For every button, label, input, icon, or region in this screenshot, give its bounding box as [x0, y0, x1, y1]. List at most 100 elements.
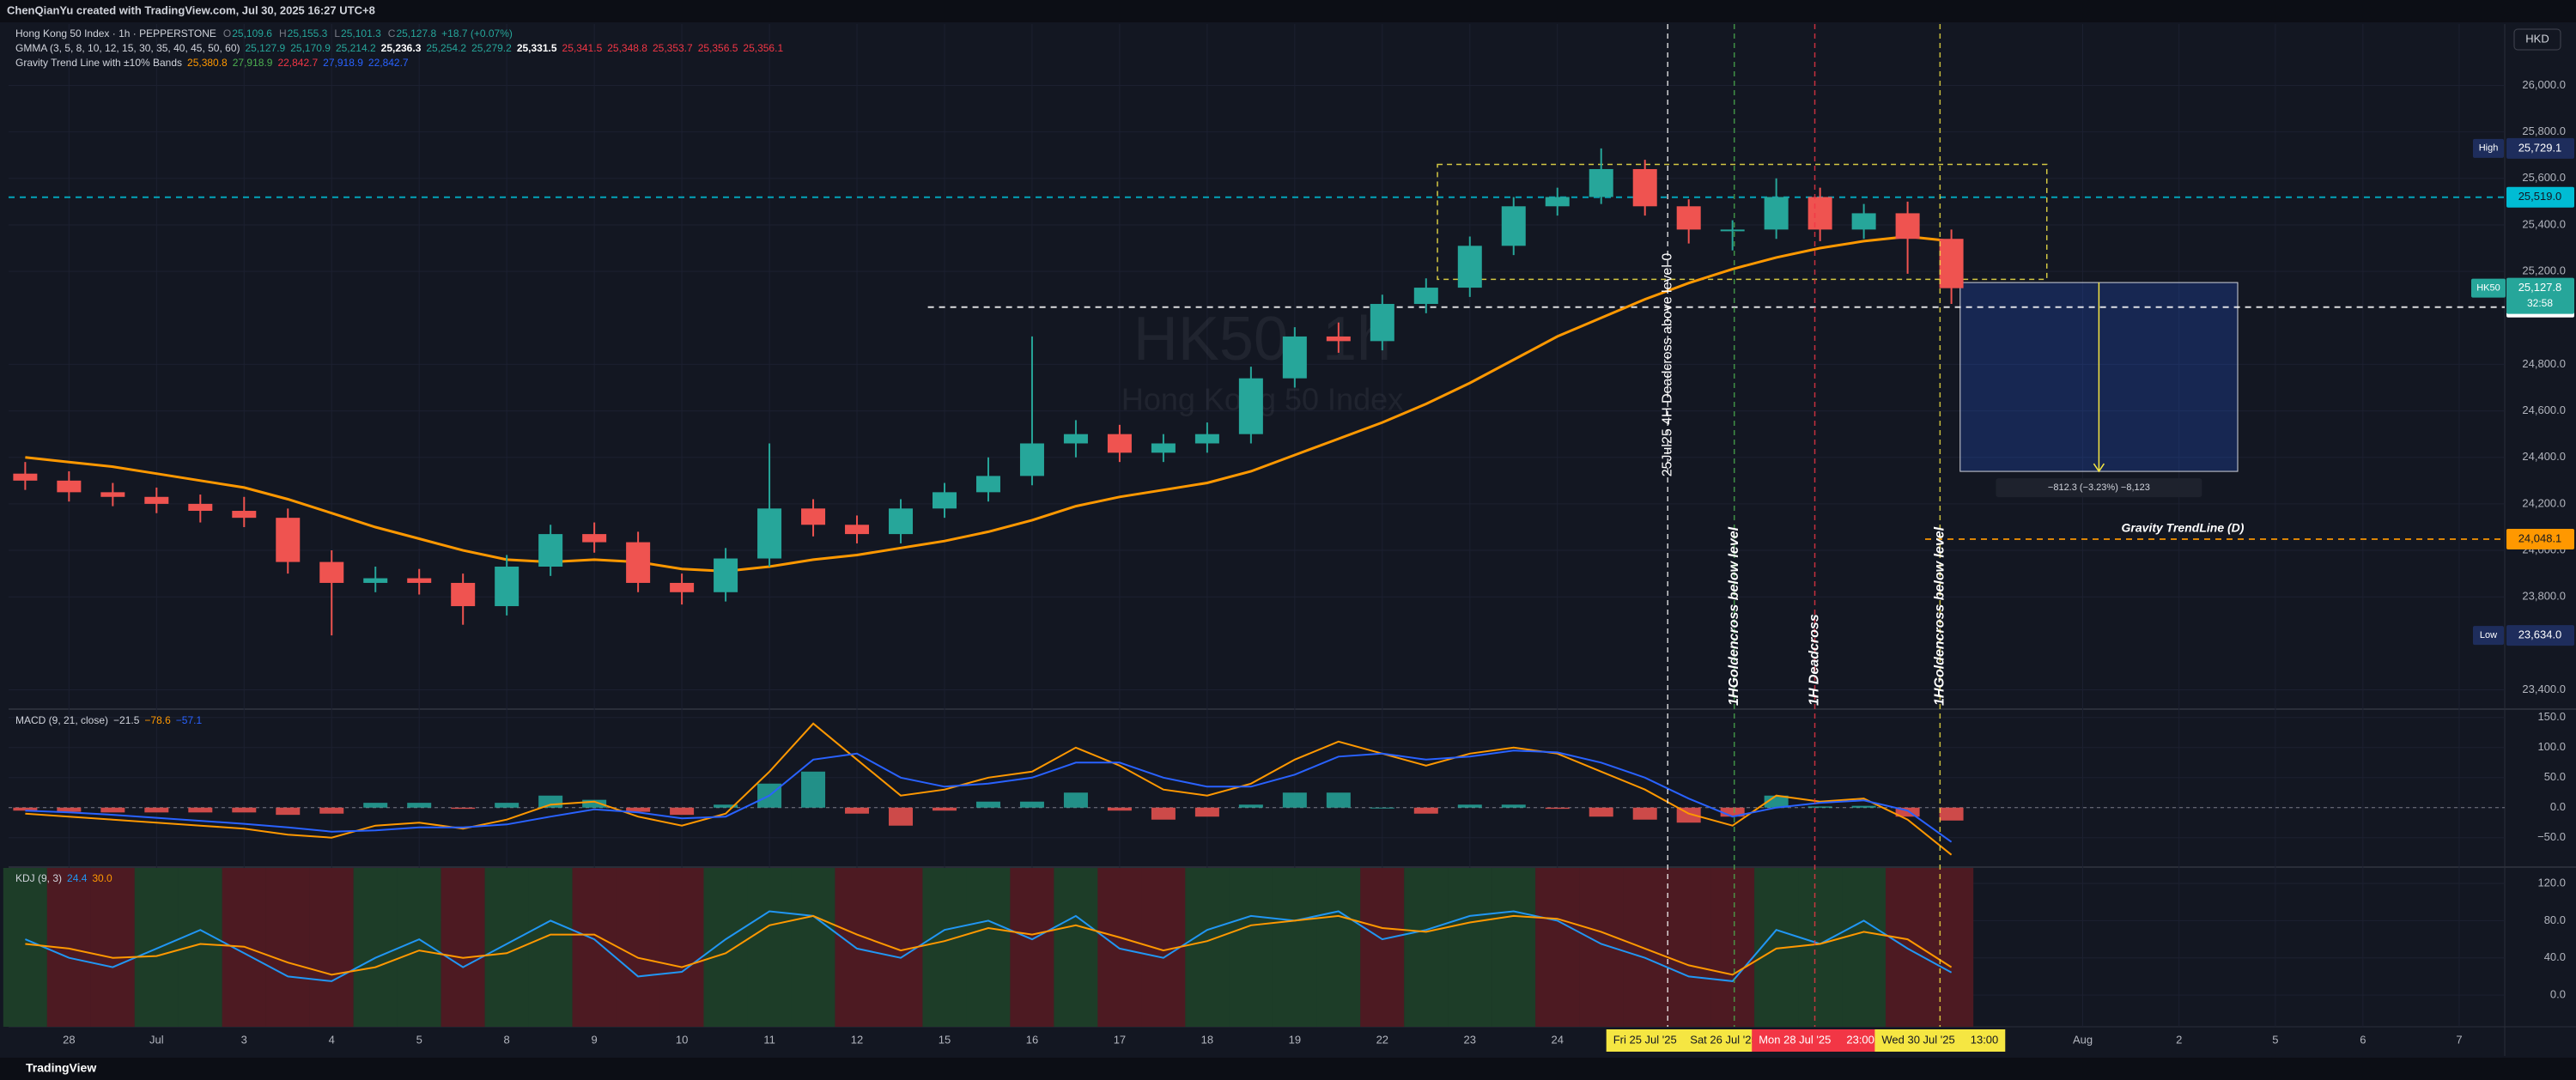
candle-body: [1413, 288, 1438, 305]
candle-body: [1370, 304, 1394, 342]
x-tick-label: Jul: [149, 1033, 164, 1046]
x-tick-label: 5: [416, 1033, 422, 1046]
time-highlight-bg: [1752, 1029, 1881, 1052]
time-highlight-label: Mon 28 Jul '25: [1759, 1033, 1831, 1046]
extreme-tag-bg: [2473, 138, 2504, 158]
state-band: [90, 868, 135, 1027]
candle-body: [1632, 168, 1657, 207]
histogram-bar: [1370, 807, 1394, 809]
x-tick-label: 17: [1114, 1033, 1126, 1046]
histogram-bar: [1151, 807, 1176, 820]
indicator-name: GMMA (3, 5, 8, 10, 12, 15, 30, 35, 40, 4…: [15, 42, 240, 54]
legend-value: 25,155.3: [288, 27, 328, 39]
legend-line: GMMA (3, 5, 8, 10, 12, 15, 30, 35, 40, 4…: [15, 42, 783, 54]
candle-body: [1676, 206, 1701, 230]
indicator-line: [25, 910, 1953, 982]
indicator-reading: 25,279.2: [471, 42, 512, 54]
currency-button[interactable]: [2513, 28, 2561, 51]
candle-body: [801, 508, 826, 525]
candle-body: [932, 492, 957, 509]
credit: ChenQianYu created with TradingView.com,…: [7, 3, 375, 16]
axis-label-bg: [2506, 529, 2574, 550]
time-highlight-label: Fri 25 Jul '25: [1613, 1033, 1677, 1046]
legend-title: Hong Kong 50 Index · 1h · PEPPERSTONE: [15, 27, 216, 39]
candle-body: [1939, 239, 1964, 288]
candle-body: [1457, 246, 1482, 288]
legend-key: O: [223, 27, 231, 39]
histogram-bar: [57, 807, 82, 812]
indicator-reading: 25,356.5: [698, 42, 738, 54]
y-tick-label: 120.0: [2537, 876, 2566, 889]
x-tick-label: 12: [851, 1033, 863, 1046]
candle-body: [232, 511, 257, 519]
state-band: [397, 868, 441, 1027]
candle-body: [319, 561, 344, 583]
x-tick-label: 6: [2360, 1033, 2366, 1046]
candle-body: [1282, 336, 1307, 379]
candle-body: [1851, 213, 1876, 230]
histogram-bar: [889, 807, 914, 826]
x-tick-label: 28: [63, 1033, 75, 1046]
x-tick-label: 15: [939, 1033, 951, 1046]
legend-value: 25,127.8: [396, 27, 436, 39]
currency-label[interactable]: HKD: [2525, 32, 2549, 45]
histogram-bar: [1676, 807, 1701, 823]
histogram-bar: [100, 807, 125, 813]
state-band: [3, 868, 47, 1027]
indicator-reading: 25,127.9: [246, 42, 286, 54]
indicator-reading: 25,380.8: [187, 57, 228, 69]
candle-body: [495, 567, 519, 607]
state-band: [1185, 868, 1230, 1027]
axis-label: 23,634.0: [2518, 628, 2562, 641]
extreme-tag: Low: [2480, 630, 2497, 640]
candle-body: [582, 534, 607, 543]
indicator-name: KDJ (9, 3): [15, 872, 62, 884]
histogram-bar: [626, 807, 651, 812]
candle-body: [13, 473, 38, 481]
y-tick-label: 24,400.0: [2522, 450, 2566, 463]
y-tick-label: 0.0: [2550, 988, 2566, 1001]
y-tick-label: 100.0: [2537, 740, 2566, 753]
candle-body: [188, 503, 213, 512]
indicator-reading: 27,918.9: [233, 57, 273, 69]
histogram-bar: [1326, 792, 1351, 808]
histogram-bar: [407, 803, 432, 808]
histogram-bar: [932, 807, 957, 811]
candle-body: [538, 534, 563, 567]
state-band: [747, 868, 792, 1027]
histogram-bar: [1457, 804, 1482, 808]
time-highlight-time: 23:00: [1846, 1033, 1874, 1046]
candle-body: [407, 578, 432, 583]
state-band: [309, 868, 354, 1027]
candle-body: [1807, 197, 1832, 230]
indicator-reading: 22,842.7: [368, 57, 409, 69]
histogram-bar: [1807, 806, 1832, 808]
y-tick-label: 23,800.0: [2522, 590, 2566, 603]
indicator-reading: 27,918.9: [323, 57, 363, 69]
state-band: [353, 868, 398, 1027]
state-band: [1360, 868, 1405, 1027]
candle-body: [100, 492, 125, 497]
y-tick-label: 80.0: [2544, 913, 2566, 926]
state-band: [966, 868, 1011, 1027]
indicator-reading: 24.4: [67, 872, 88, 884]
axis-label: 24,048.1: [2518, 531, 2562, 544]
state-band: [1667, 868, 1711, 1027]
x-tick-label: 2: [2176, 1033, 2182, 1046]
x-tick-label: 3: [241, 1033, 247, 1046]
indicator-reading: −57.1: [176, 714, 203, 726]
x-tick-label: 19: [1289, 1033, 1301, 1046]
candle-body: [1501, 206, 1526, 246]
histogram-bar: [1851, 805, 1876, 808]
histogram-bar: [1019, 801, 1044, 808]
indicator-reading: 25,254.2: [426, 42, 466, 54]
indicator-reading: 25,341.5: [562, 42, 603, 54]
state-band: [528, 868, 573, 1027]
legend-line: MACD (9, 21, close) −21.5 −78.6 −57.1: [15, 714, 202, 726]
histogram-bar: [144, 807, 169, 813]
candle-body: [757, 508, 782, 559]
y-tick-label: 24,600.0: [2522, 403, 2566, 416]
x-tick-label: Aug: [2073, 1033, 2093, 1046]
state-band: [1097, 868, 1142, 1027]
level-text: Gravity TrendLine (D): [2122, 521, 2245, 535]
